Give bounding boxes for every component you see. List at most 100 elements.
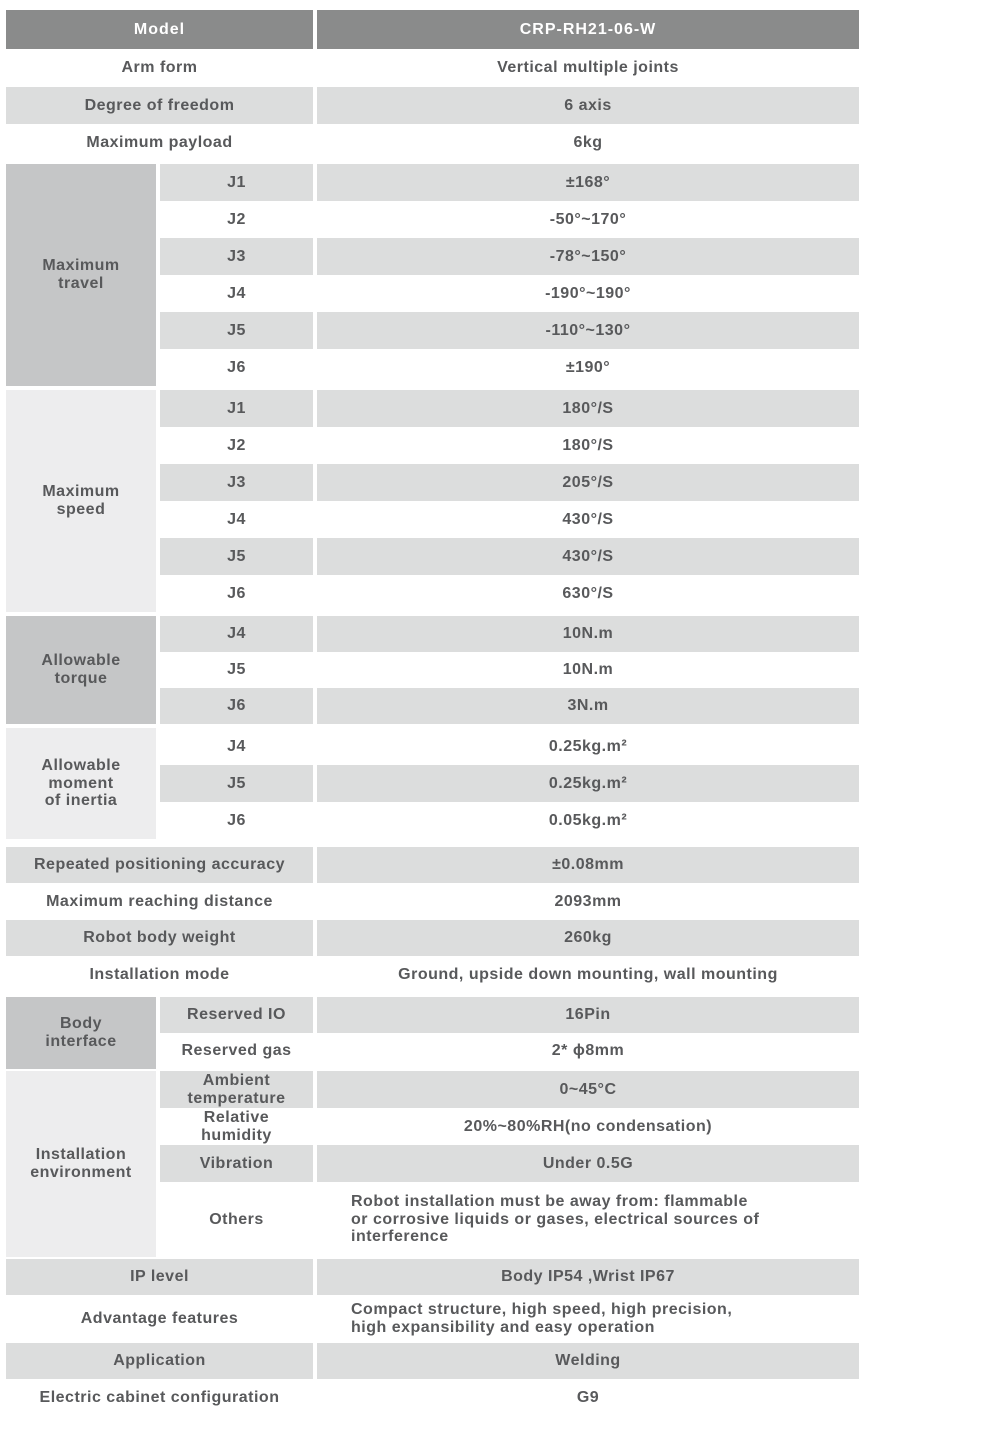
spec-value: ±0.08mm bbox=[317, 847, 859, 883]
table-row: J1 180°/S bbox=[160, 390, 859, 427]
spec-value: Body IP54 ,Wrist IP67 bbox=[317, 1259, 859, 1295]
table-header-row: Model CRP-RH21-06-W bbox=[6, 10, 859, 49]
joint-label: J5 bbox=[160, 538, 313, 575]
table-row: J6 630°/S bbox=[160, 575, 859, 612]
spec-value: Vertical multiple joints bbox=[497, 59, 679, 77]
spec-value: 10N.m bbox=[317, 616, 859, 652]
spec-value: Ground, upside down mounting, wall mount… bbox=[398, 965, 778, 983]
group-rows: J4 0.25kg.m² J5 0.25kg.m² J6 0.05kg.m² bbox=[160, 728, 859, 839]
spec-value: 430°/S bbox=[317, 538, 859, 575]
spec-value: 430°/S bbox=[562, 510, 614, 528]
spec-table: Model CRP-RH21-06-W Arm form Vertical mu… bbox=[6, 10, 859, 1417]
joint-label: J5 bbox=[227, 661, 246, 679]
group-label: Body interface bbox=[6, 997, 156, 1069]
spec-value: 2093mm bbox=[554, 892, 622, 910]
joint-label: J4 bbox=[160, 616, 313, 652]
table-row: J4 -190°~190° bbox=[160, 275, 859, 312]
joint-label: J6 bbox=[160, 688, 313, 724]
joint-label: J4 bbox=[227, 284, 246, 302]
group-label: Installation environment bbox=[6, 1071, 156, 1257]
table-row: J5 10N.m bbox=[160, 652, 859, 688]
table-row: IP level Body IP54 ,Wrist IP67 bbox=[6, 1259, 859, 1295]
spec-value: 180°/S bbox=[317, 390, 859, 427]
table-row: J2 180°/S bbox=[160, 427, 859, 464]
table-row: J5 -110°~130° bbox=[160, 312, 859, 349]
table-row: J4 10N.m bbox=[160, 616, 859, 652]
joint-label: J6 bbox=[227, 584, 246, 602]
table-row: J3 205°/S bbox=[160, 464, 859, 501]
spec-value: ±190° bbox=[565, 358, 611, 376]
spec-value: Welding bbox=[317, 1343, 859, 1379]
table-row: J1 ±168° bbox=[160, 164, 859, 201]
spec-sublabel: Reserved gas bbox=[181, 1042, 292, 1060]
joint-label: J2 bbox=[227, 436, 246, 454]
table-row: Ambient temperature 0~45°C bbox=[160, 1071, 859, 1108]
spec-value: 6kg bbox=[573, 134, 603, 152]
joint-label: J4 bbox=[227, 737, 246, 755]
joint-label: J6 bbox=[227, 811, 246, 829]
table-row: Relative humidity 20%~80%RH(no condensat… bbox=[160, 1108, 859, 1145]
table-row: J3 -78°~150° bbox=[160, 238, 859, 275]
spec-value: 2* ϕ8mm bbox=[551, 1042, 625, 1060]
spec-value: 0.25kg.m² bbox=[317, 765, 859, 802]
group-label: Allowable torque bbox=[6, 616, 156, 724]
table-row: Vibration Under 0.5G bbox=[160, 1145, 859, 1182]
spec-value: Robot installation must be away from: fl… bbox=[351, 1192, 760, 1246]
group-rows: J1 ±168° J2 -50°~170° J3 -78°~150° J4 -1… bbox=[160, 164, 859, 386]
group-rows: Reserved IO 16Pin Reserved gas 2* ϕ8mm bbox=[160, 997, 859, 1069]
table-row: J6 0.05kg.m² bbox=[160, 802, 859, 839]
spec-label: Installation mode bbox=[89, 965, 230, 983]
spec-value: 180°/S bbox=[562, 436, 614, 454]
table-row: Arm form Vertical multiple joints bbox=[6, 49, 859, 87]
spec-value: 205°/S bbox=[317, 464, 859, 501]
joint-label: J5 bbox=[160, 765, 313, 802]
group-rows: Ambient temperature 0~45°C Relative humi… bbox=[160, 1071, 859, 1257]
section-installation-environment: Installation environment Ambient tempera… bbox=[6, 1071, 859, 1257]
section-maximum-travel: Maximum travel J1 ±168° J2 -50°~170° J3 … bbox=[6, 164, 859, 386]
table-row: Maximum reaching distance 2093mm bbox=[6, 883, 859, 920]
spec-value: ±168° bbox=[317, 164, 859, 201]
joint-label: J4 bbox=[227, 510, 246, 528]
model-header-value: CRP-RH21-06-W bbox=[317, 10, 859, 49]
model-header-label: Model bbox=[6, 10, 313, 49]
spec-value: 10N.m bbox=[562, 661, 614, 679]
joint-label: J3 bbox=[160, 464, 313, 501]
spec-value: 0.05kg.m² bbox=[548, 811, 628, 829]
joint-label: J1 bbox=[160, 390, 313, 427]
spec-value: 0~45°C bbox=[317, 1071, 859, 1108]
group-label: Maximum speed bbox=[6, 390, 156, 612]
spec-sublabel: Ambient temperature bbox=[160, 1071, 313, 1108]
table-row: Reserved IO 16Pin bbox=[160, 997, 859, 1033]
table-row: Degree of freedom 6 axis bbox=[6, 87, 859, 124]
table-row: Robot body weight 260kg bbox=[6, 920, 859, 956]
table-row: Repeated positioning accuracy ±0.08mm bbox=[6, 847, 859, 883]
spec-label: Maximum reaching distance bbox=[46, 892, 273, 910]
spec-label: Maximum payload bbox=[86, 134, 233, 152]
group-label: Maximum travel bbox=[6, 164, 156, 386]
section-allowable-inertia: Allowable moment of inertia J4 0.25kg.m²… bbox=[6, 728, 859, 839]
spec-sublabel: Relative humidity bbox=[201, 1108, 272, 1144]
table-row: Reserved gas 2* ϕ8mm bbox=[160, 1033, 859, 1069]
spec-value: 0.25kg.m² bbox=[548, 737, 628, 755]
spec-value: Compact structure, high speed, high prec… bbox=[351, 1301, 733, 1336]
table-row: J5 0.25kg.m² bbox=[160, 765, 859, 802]
spec-label: Repeated positioning accuracy bbox=[6, 847, 313, 883]
section-allowable-torque: Allowable torque J4 10N.m J5 10N.m J6 3N… bbox=[6, 616, 859, 724]
table-row: J2 -50°~170° bbox=[160, 201, 859, 238]
joint-label: J6 bbox=[227, 358, 246, 376]
spec-value: 3N.m bbox=[317, 688, 859, 724]
table-row: J5 430°/S bbox=[160, 538, 859, 575]
table-row: J6 3N.m bbox=[160, 688, 859, 724]
table-row: Electric cabinet configuration G9 bbox=[6, 1379, 859, 1417]
section-maximum-speed: Maximum speed J1 180°/S J2 180°/S J3 205… bbox=[6, 390, 859, 612]
spec-value: G9 bbox=[576, 1389, 600, 1407]
spec-value: 16Pin bbox=[317, 997, 859, 1033]
spec-value: -190°~190° bbox=[545, 284, 631, 302]
table-row: Installation mode Ground, upside down mo… bbox=[6, 956, 859, 993]
spec-sublabel: Reserved IO bbox=[160, 997, 313, 1033]
group-label: Allowable moment of inertia bbox=[6, 728, 156, 839]
spec-value: Under 0.5G bbox=[317, 1145, 859, 1182]
spec-label: Degree of freedom bbox=[6, 87, 313, 124]
group-rows: J4 10N.m J5 10N.m J6 3N.m bbox=[160, 616, 859, 724]
section-body-interface: Body interface Reserved IO 16Pin Reserve… bbox=[6, 997, 859, 1069]
